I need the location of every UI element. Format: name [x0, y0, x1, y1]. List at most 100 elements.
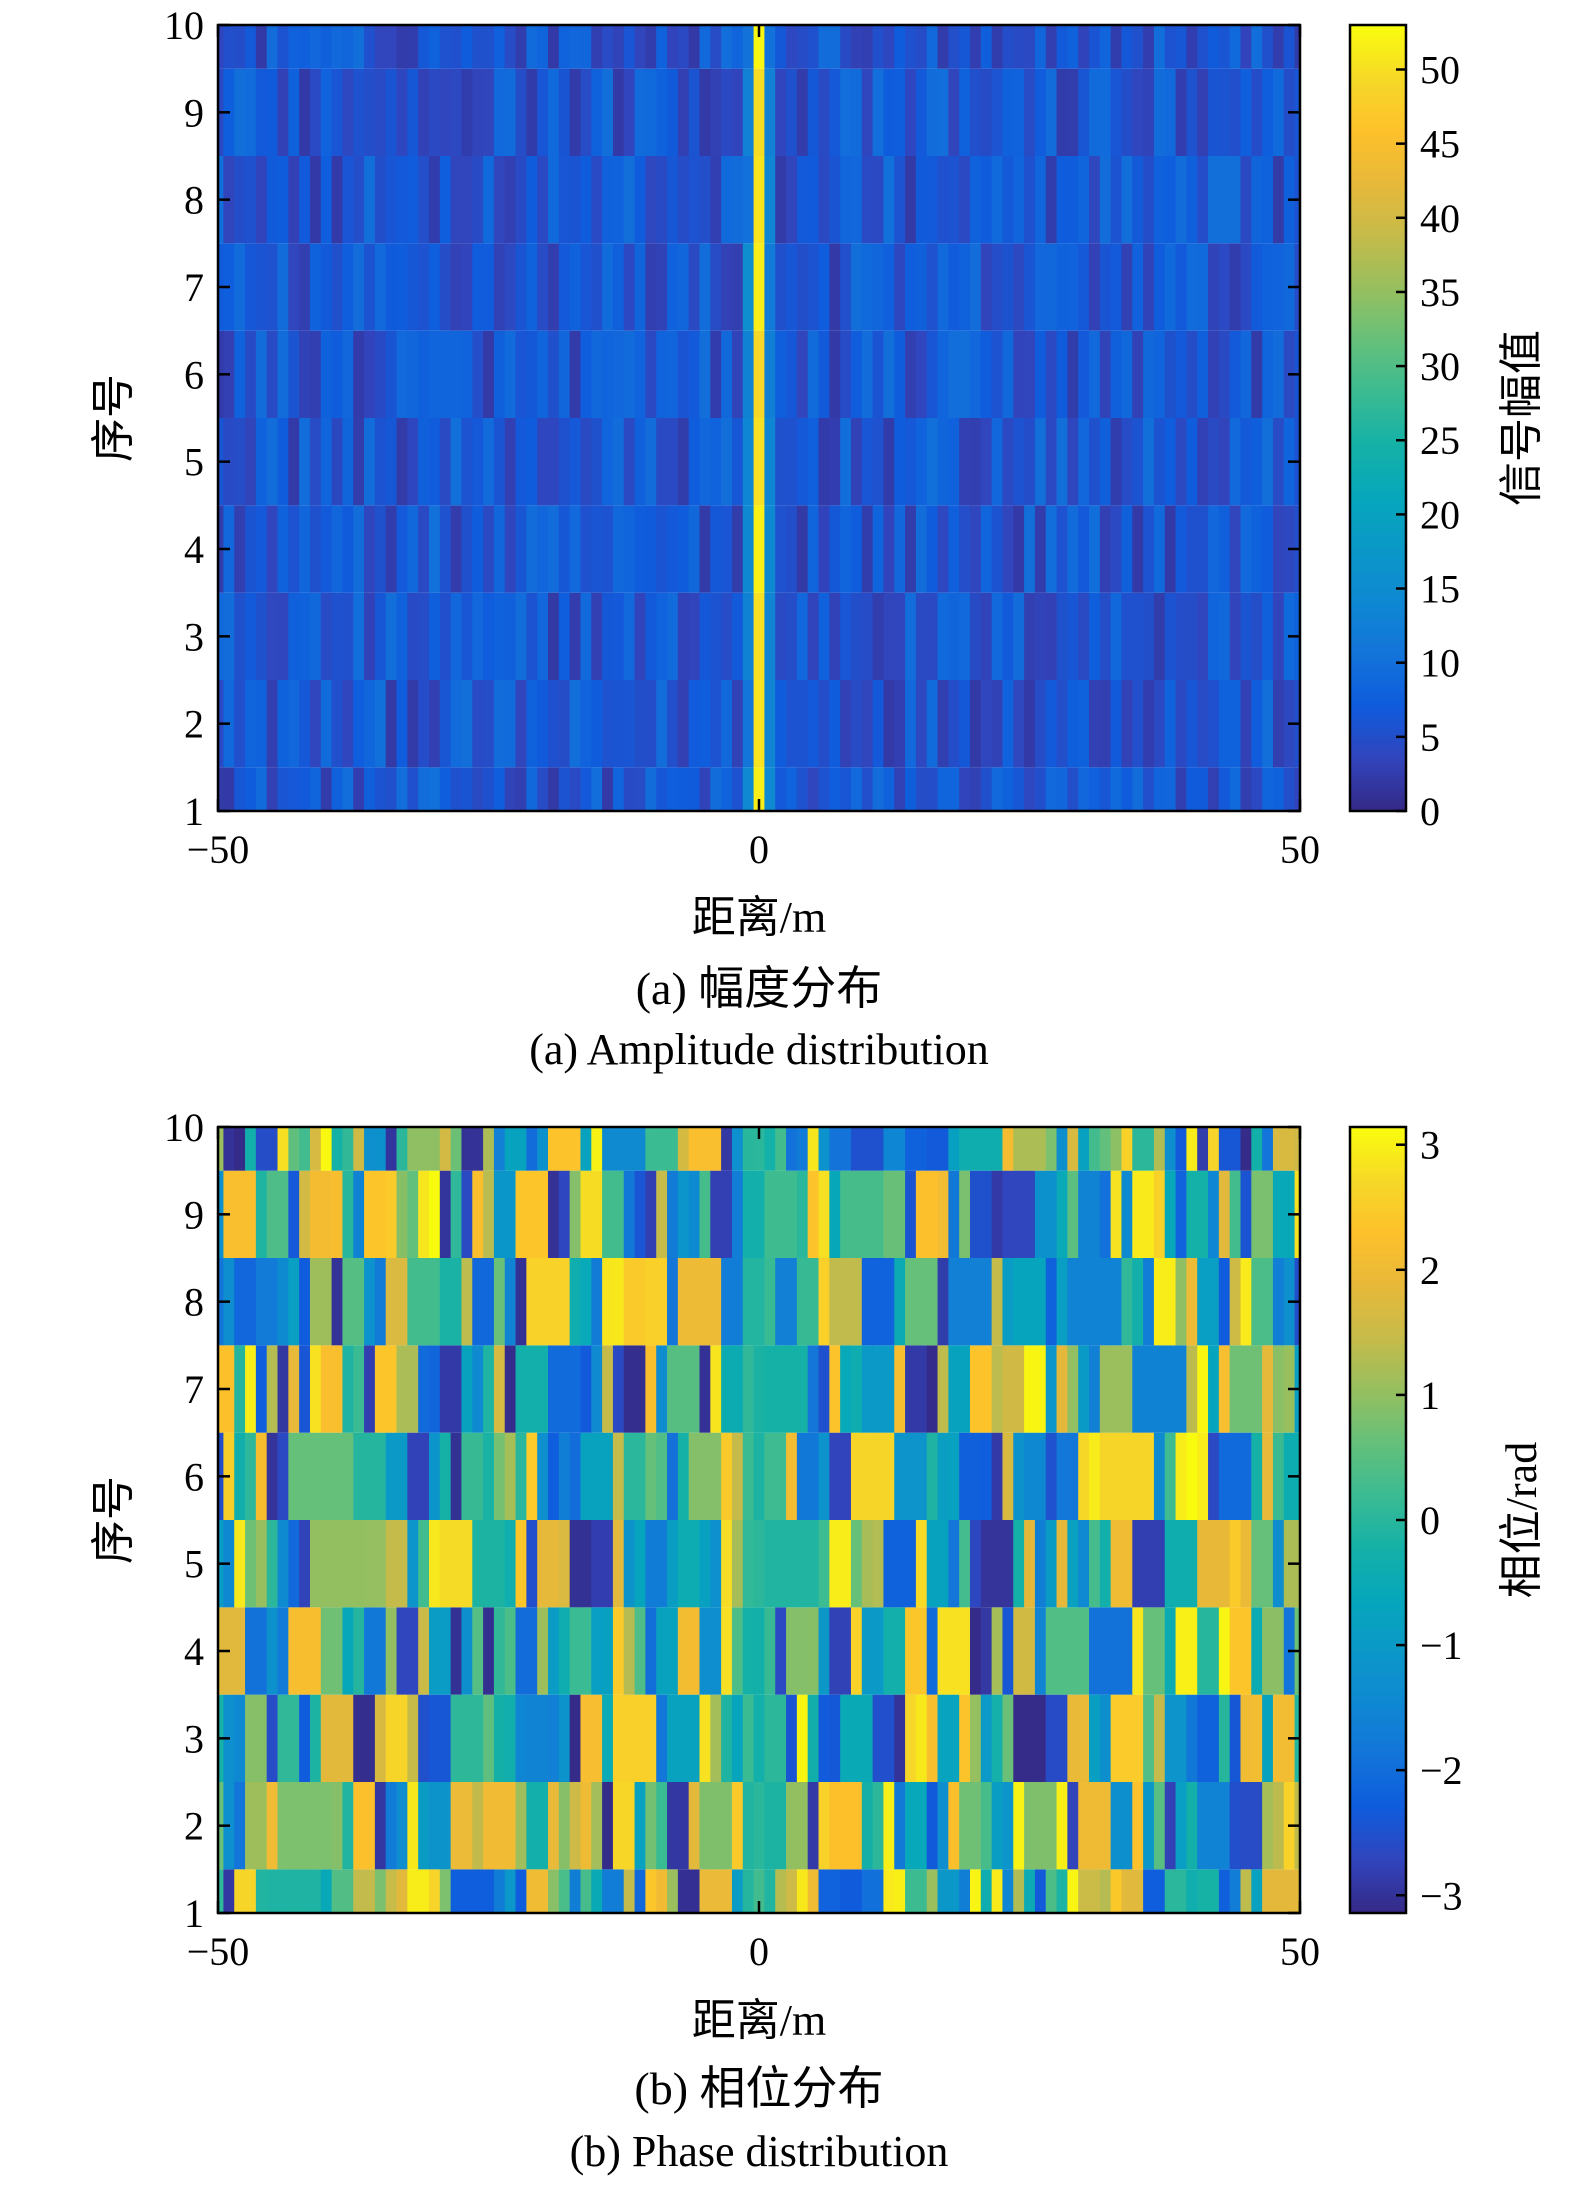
colorbar-segment [1350, 1382, 1406, 1388]
heatmap-cell [688, 505, 701, 593]
heatmap-cell [288, 156, 300, 244]
heatmap-cell [277, 505, 289, 593]
heatmap-cell [905, 592, 917, 680]
heatmap-cell [915, 68, 928, 156]
heatmap-cell [374, 156, 387, 244]
colorbar-segment [1350, 736, 1406, 742]
heatmap-cell [1218, 767, 1231, 811]
heatmap-cell [1013, 1607, 1025, 1695]
heatmap-cell [623, 1520, 636, 1608]
heatmap-cell [1045, 1782, 1058, 1870]
heatmap-cell [677, 1869, 690, 1913]
heatmap-cell [753, 680, 766, 768]
heatmap-cell [580, 1869, 592, 1913]
heatmap-cell [342, 1869, 354, 1913]
heatmap-cell [1067, 1694, 1079, 1782]
heatmap-cell [1186, 505, 1198, 593]
heatmap-cell [710, 1520, 722, 1608]
heatmap-cell [493, 68, 506, 156]
heatmap-cell [1229, 1345, 1242, 1433]
heatmap-cell [764, 418, 776, 506]
heatmap-cell [991, 1520, 1004, 1608]
heatmap-cell [493, 25, 506, 69]
heatmap-cell [991, 25, 1004, 69]
heatmap-cell [775, 1432, 787, 1520]
x-tick-label: −50 [187, 827, 250, 872]
colorbar-segment [1350, 272, 1406, 278]
heatmap-cell [342, 505, 354, 593]
heatmap-cell [710, 1170, 722, 1258]
heatmap-cell [915, 418, 928, 506]
heatmap-cell [991, 1869, 1004, 1913]
heatmap-cell [969, 1127, 982, 1171]
heatmap-cell [374, 1607, 387, 1695]
heatmap-cell [861, 1127, 874, 1171]
heatmap-cell [591, 1869, 603, 1913]
heatmap-cell [472, 1258, 484, 1346]
heatmap-cell [353, 767, 365, 811]
heatmap-cell [255, 1782, 268, 1870]
heatmap-cell [1110, 592, 1123, 680]
heatmap-cell [861, 418, 874, 506]
heatmap-cell [493, 1345, 506, 1433]
heatmap-cell [818, 505, 830, 593]
heatmap-cell [1272, 505, 1285, 593]
heatmap-cell [1218, 1782, 1231, 1870]
heatmap-cell [905, 25, 917, 69]
heatmap-cell [396, 1694, 408, 1782]
heatmap-cell [656, 1782, 668, 1870]
heatmap-cell [1240, 1345, 1252, 1433]
heatmap-cell [796, 767, 809, 811]
heatmap-cell [407, 68, 419, 156]
heatmap-cell [742, 1170, 755, 1258]
heatmap-cell [439, 1869, 452, 1913]
colorbar-segment [1350, 1295, 1406, 1301]
amplitude-colorbar [1350, 25, 1406, 812]
heatmap-cell [1186, 1520, 1198, 1608]
heatmap-cell [407, 1782, 419, 1870]
heatmap-cell [1283, 1127, 1296, 1171]
heatmap-cell [731, 1694, 744, 1782]
heatmap-cell [1024, 592, 1036, 680]
heatmap-cell [1240, 1869, 1252, 1913]
heatmap-cell [418, 1432, 430, 1520]
heatmap-cell [1045, 68, 1058, 156]
heatmap-cell [850, 1432, 863, 1520]
heatmap-cell [309, 243, 322, 331]
heatmap-cell [656, 1127, 668, 1171]
heatmap-cell [872, 1694, 885, 1782]
heatmap-cell [342, 156, 354, 244]
heatmap-cell [1208, 418, 1220, 506]
colorbar-segment [1350, 1488, 1406, 1494]
heatmap-cell [1186, 1782, 1198, 1870]
colorbar-segment [1350, 237, 1406, 242]
heatmap-cell [883, 1782, 895, 1870]
heatmap-cell [1121, 1432, 1133, 1520]
heatmap-cell [731, 156, 744, 244]
heatmap-cell [288, 1694, 300, 1782]
heatmap-cell [504, 330, 517, 418]
colorbar-segment [1350, 1445, 1406, 1451]
heatmap-cell [591, 418, 603, 506]
colorbar-segment [1350, 1594, 1406, 1600]
heatmap-cell [537, 418, 549, 506]
heatmap-cell [948, 418, 960, 506]
heatmap-cell [991, 1345, 1004, 1433]
colorbar-segment [1350, 1370, 1406, 1376]
heatmap-cell [731, 1869, 744, 1913]
heatmap-cell [807, 330, 820, 418]
heatmap-cell [591, 592, 603, 680]
heatmap-cell [829, 156, 841, 244]
colorbar-segment [1350, 1901, 1406, 1906]
heatmap-cell [721, 243, 733, 331]
heatmap-cell [840, 1127, 852, 1171]
heatmap-cell [483, 25, 495, 69]
heatmap-cell [926, 330, 939, 418]
heatmap-cell [342, 1258, 354, 1346]
heatmap-cell [969, 1345, 982, 1433]
heatmap-cell [245, 330, 257, 418]
heatmap-cell [948, 243, 960, 331]
heatmap-cell [428, 1694, 441, 1782]
heatmap-cell [612, 505, 625, 593]
heatmap-cell [1067, 156, 1079, 244]
